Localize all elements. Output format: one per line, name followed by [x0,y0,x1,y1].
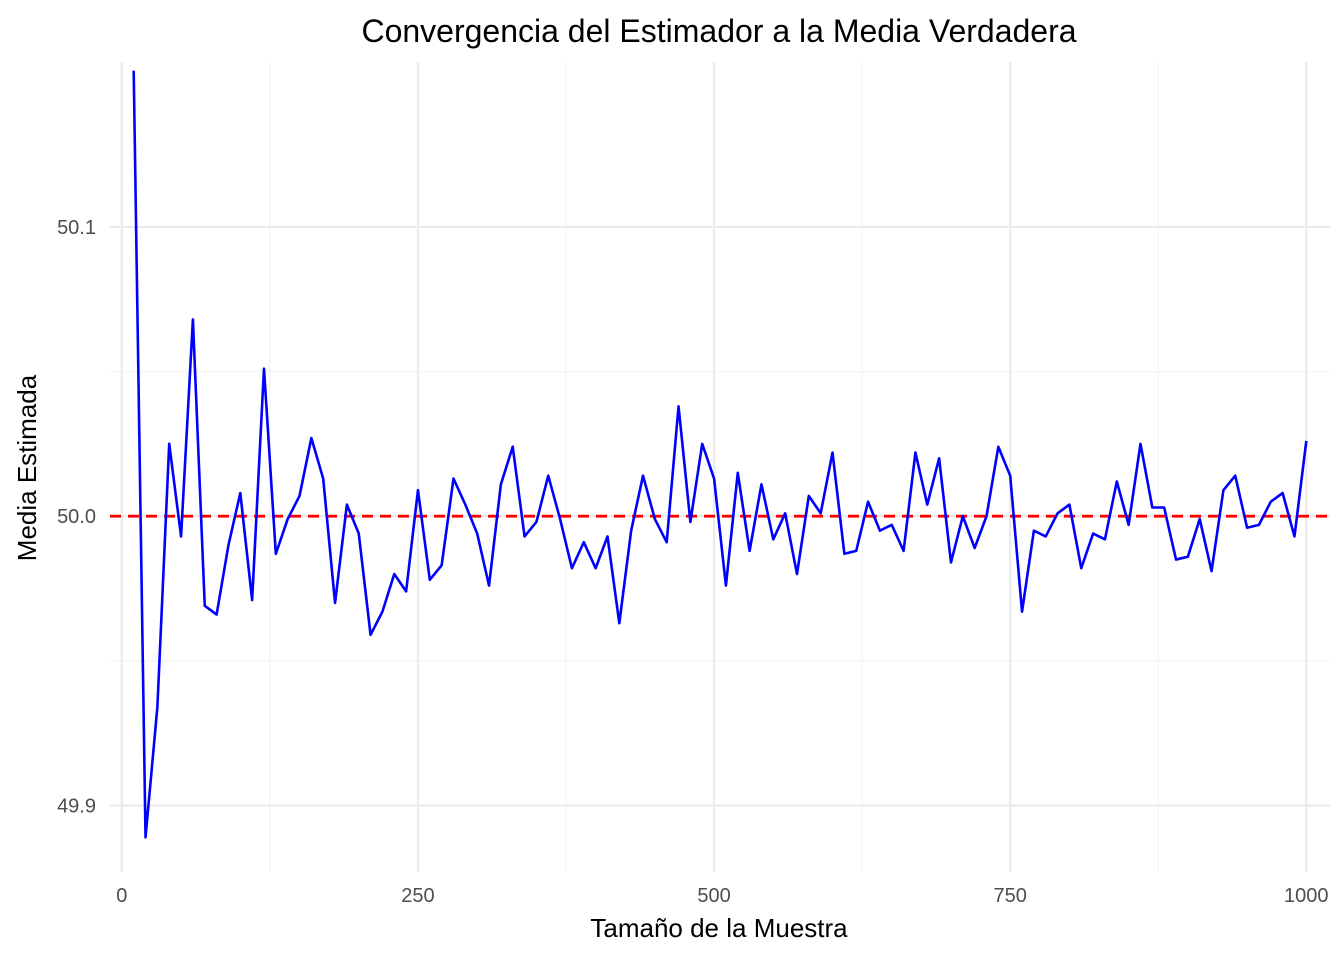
x-axis-title: Tamaño de la Muestra [590,913,848,943]
x-tick-label: 1000 [1284,885,1329,907]
y-tick-label: 50.0 [57,506,96,528]
series-line [132,70,1308,839]
y-axis-title: Media Estimada [12,374,42,561]
tick-labels: 0 250 500 750 1000 49.9 50.0 50.1 [57,217,1328,907]
x-tick-label: 0 [116,885,127,907]
chart-title: Convergencia del Estimador a la Media Ve… [361,13,1076,49]
y-tick-label: 50.1 [57,217,96,239]
series-group [132,70,1308,839]
x-tick-label: 250 [401,885,434,907]
grid [110,62,1330,872]
y-tick-label: 49.9 [57,795,96,817]
x-tick-label: 750 [994,885,1027,907]
x-tick-label: 500 [697,885,730,907]
